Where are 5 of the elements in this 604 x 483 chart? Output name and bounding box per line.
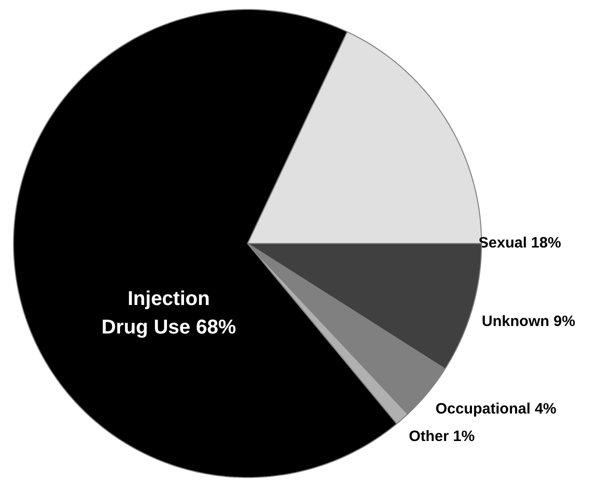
slice-label: Injection Drug Use 68% [101, 288, 236, 339]
slice-label: Occupational 4% [436, 400, 556, 418]
slice-label: Unknown 9% [482, 313, 576, 330]
slice-label: Other 1% [408, 428, 475, 446]
slice-label: Sexual 18% [478, 234, 562, 252]
